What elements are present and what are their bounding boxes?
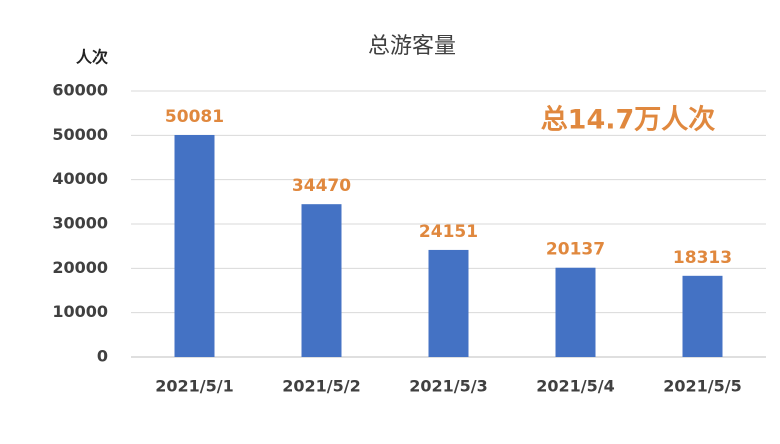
x-tick-label: 2021/5/5 [663, 377, 741, 396]
x-tick-label: 2021/5/1 [155, 377, 233, 396]
data-label: 34470 [292, 176, 351, 196]
bar [682, 275, 723, 357]
x-tick-label: 2021/5/2 [282, 377, 360, 396]
y-tick-label: 10000 [52, 302, 108, 321]
bar [301, 204, 342, 357]
data-label: 18313 [673, 248, 732, 268]
annotation: 总14.7万人次 [541, 105, 716, 136]
y-tick-label: 50000 [52, 125, 108, 144]
y-tick-label: 60000 [52, 81, 108, 100]
x-tick-label: 2021/5/4 [536, 377, 614, 396]
bar [555, 267, 596, 357]
data-label: 20137 [546, 240, 605, 260]
y-tick-label: 40000 [52, 169, 108, 188]
x-tick-label: 2021/5/3 [409, 377, 487, 396]
chart-title: 总游客量 [368, 34, 456, 59]
y-tick-label: 0 [97, 347, 108, 366]
data-label: 50081 [165, 107, 224, 127]
bar [428, 249, 469, 357]
data-label: 24151 [419, 222, 478, 242]
y-axis-label: 人次 [76, 48, 108, 67]
y-tick-label: 30000 [52, 214, 108, 233]
bar [174, 134, 215, 357]
y-tick-label: 20000 [52, 258, 108, 277]
